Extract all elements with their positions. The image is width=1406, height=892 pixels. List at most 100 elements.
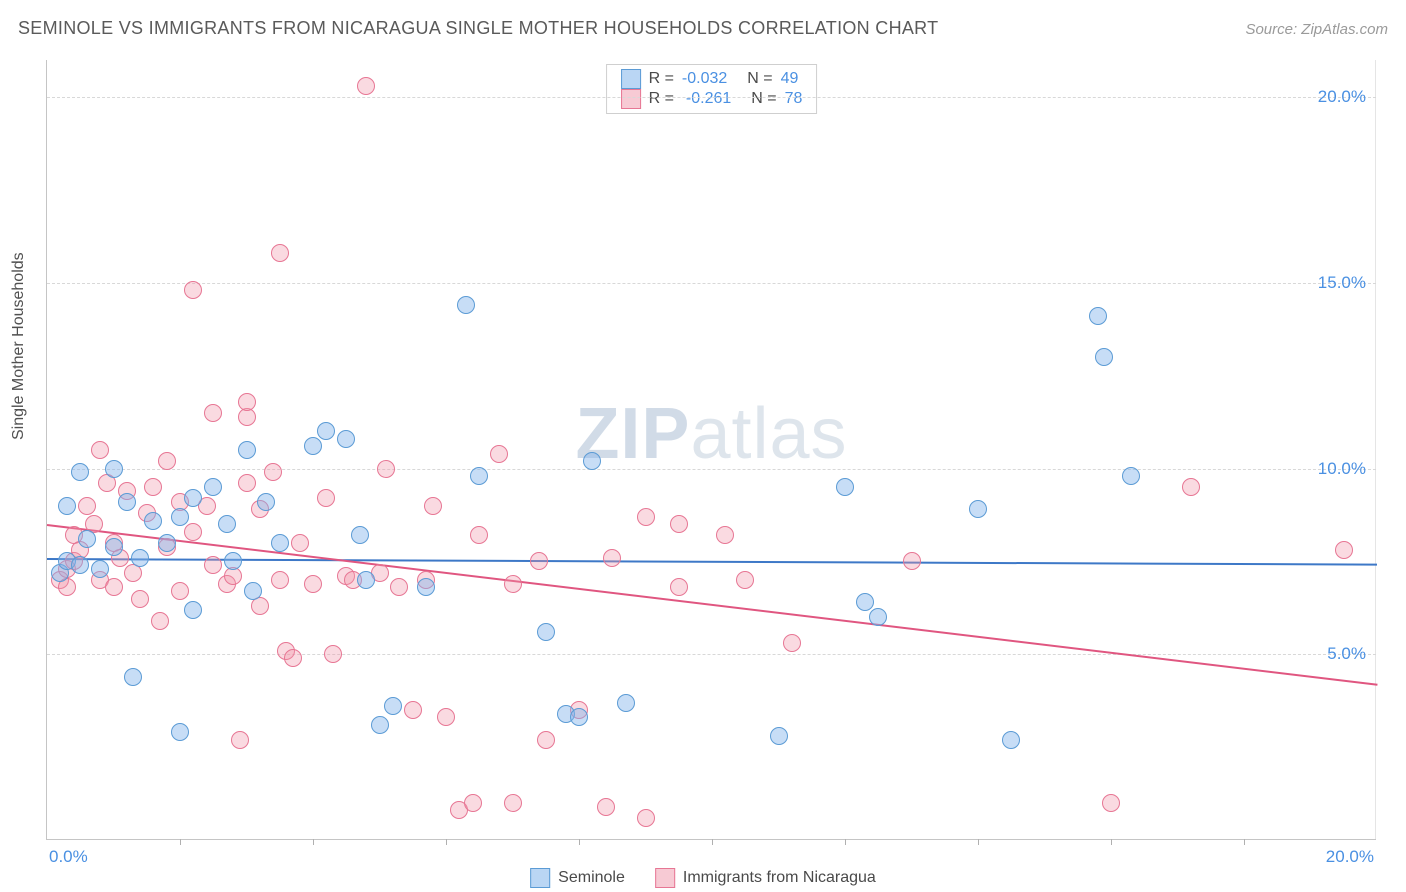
watermark: ZIPatlas (575, 393, 847, 475)
data-point (304, 437, 322, 455)
data-point (58, 497, 76, 515)
data-point (390, 578, 408, 596)
data-point (264, 463, 282, 481)
data-point (271, 534, 289, 552)
chart-title: SEMINOLE VS IMMIGRANTS FROM NICARAGUA SI… (18, 18, 938, 39)
gridline (47, 283, 1376, 284)
data-point (384, 697, 402, 715)
data-point (257, 493, 275, 511)
data-point (317, 422, 335, 440)
data-point (404, 701, 422, 719)
data-point (504, 575, 522, 593)
data-point (351, 526, 369, 544)
swatch-pink-icon (655, 868, 675, 888)
data-point (357, 571, 375, 589)
data-point (238, 474, 256, 492)
data-point (324, 645, 342, 663)
data-point (118, 493, 136, 511)
data-point (144, 512, 162, 530)
data-point (903, 552, 921, 570)
data-point (71, 556, 89, 574)
data-point (1089, 307, 1107, 325)
swatch-blue-icon (621, 69, 641, 89)
data-point (158, 534, 176, 552)
data-point (144, 478, 162, 496)
plot-right-border (1375, 60, 1376, 839)
regression-line (47, 524, 1377, 686)
data-point (716, 526, 734, 544)
data-point (969, 500, 987, 518)
data-point (171, 582, 189, 600)
data-point (71, 463, 89, 481)
data-point (1182, 478, 1200, 496)
swatch-blue-icon (530, 868, 550, 888)
data-point (124, 668, 142, 686)
data-point (470, 526, 488, 544)
data-point (637, 809, 655, 827)
data-point (783, 634, 801, 652)
data-point (869, 608, 887, 626)
data-point (377, 460, 395, 478)
data-point (856, 593, 874, 611)
data-point (490, 445, 508, 463)
y-tick-label: 15.0% (1318, 273, 1366, 293)
data-point (770, 727, 788, 745)
source-attribution: Source: ZipAtlas.com (1245, 21, 1388, 38)
data-point (337, 430, 355, 448)
gridline (47, 654, 1376, 655)
data-point (131, 590, 149, 608)
x-tick-mark (579, 839, 580, 845)
data-point (105, 538, 123, 556)
x-tick-mark (446, 839, 447, 845)
y-tick-label: 10.0% (1318, 459, 1366, 479)
data-point (291, 534, 309, 552)
legend-item-seminole: Seminole (530, 868, 625, 888)
data-point (637, 508, 655, 526)
data-point (537, 623, 555, 641)
data-point (238, 441, 256, 459)
chart-header: SEMINOLE VS IMMIGRANTS FROM NICARAGUA SI… (18, 18, 1388, 39)
x-tick-mark (1244, 839, 1245, 845)
data-point (1095, 348, 1113, 366)
data-point (184, 601, 202, 619)
data-point (1102, 794, 1120, 812)
data-point (371, 716, 389, 734)
regression-line (47, 558, 1377, 566)
data-point (204, 478, 222, 496)
data-point (357, 77, 375, 95)
data-point (271, 244, 289, 262)
data-point (304, 575, 322, 593)
data-point (597, 798, 615, 816)
x-tick-mark (313, 839, 314, 845)
legend-bottom: Seminole Immigrants from Nicaragua (530, 868, 876, 888)
data-point (1122, 467, 1140, 485)
data-point (670, 578, 688, 596)
data-point (670, 515, 688, 533)
data-point (105, 578, 123, 596)
data-point (158, 452, 176, 470)
correlation-stats-box: R = -0.032 N = 49 R = -0.261 N = 78 (606, 64, 818, 114)
data-point (171, 508, 189, 526)
data-point (570, 708, 588, 726)
data-point (457, 296, 475, 314)
x-tick-mark (845, 839, 846, 845)
data-point (204, 556, 222, 574)
data-point (238, 393, 256, 411)
data-point (151, 612, 169, 630)
data-point (317, 489, 335, 507)
y-tick-label: 20.0% (1318, 87, 1366, 107)
data-point (78, 530, 96, 548)
data-point (464, 794, 482, 812)
legend-item-nicaragua: Immigrants from Nicaragua (655, 868, 876, 888)
x-tick-mark (978, 839, 979, 845)
data-point (284, 649, 302, 667)
data-point (417, 578, 435, 596)
gridline (47, 97, 1376, 98)
data-point (91, 560, 109, 578)
data-point (603, 549, 621, 567)
stat-row-seminole: R = -0.032 N = 49 (621, 69, 803, 89)
x-axis-min-label: 0.0% (49, 847, 88, 867)
data-point (617, 694, 635, 712)
data-point (231, 731, 249, 749)
data-point (437, 708, 455, 726)
